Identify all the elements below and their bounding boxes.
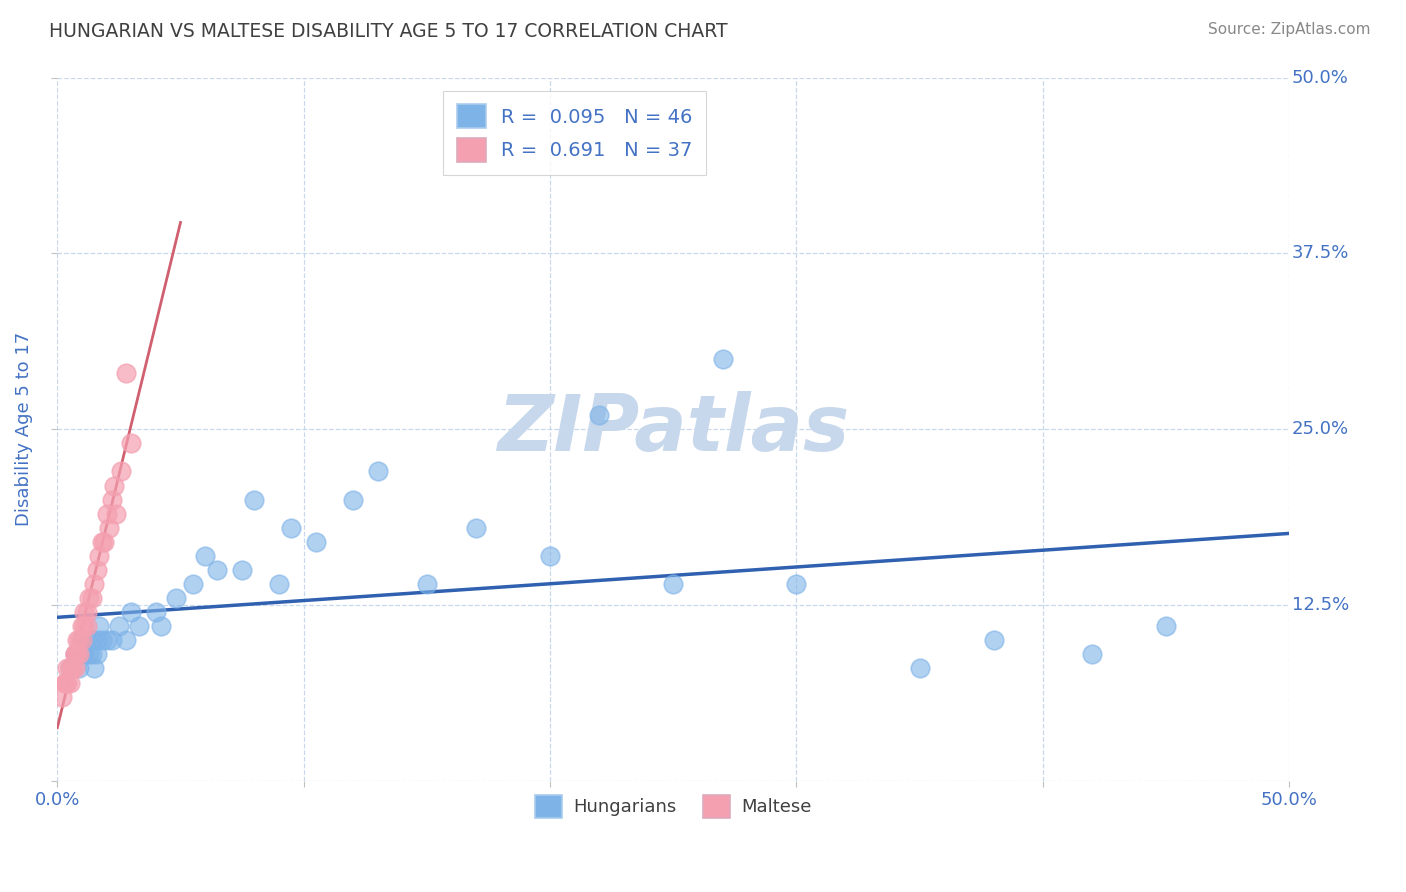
Point (1154, 619, 1177, 633)
Point (59, 675, 82, 690)
Point (73, 648, 96, 662)
Point (69, 633, 91, 648)
Point (367, 465, 389, 479)
Point (89, 549, 111, 563)
Y-axis label: Disability Age 5 to 17: Disability Age 5 to 17 (15, 332, 32, 526)
Text: 50.0%: 50.0% (1292, 69, 1348, 87)
Point (60, 661, 83, 675)
Point (56, 675, 79, 690)
Point (98, 521, 121, 535)
Text: Source: ZipAtlas.com: Source: ZipAtlas.com (1208, 22, 1371, 37)
Point (465, 521, 488, 535)
Text: ZIPatlas: ZIPatlas (498, 392, 849, 467)
Point (76, 605, 98, 619)
Point (165, 591, 187, 606)
Point (120, 605, 142, 619)
Point (538, 549, 561, 563)
Point (59, 661, 82, 675)
Point (305, 534, 328, 549)
Point (243, 492, 266, 507)
Point (181, 577, 204, 591)
Point (63, 648, 86, 662)
Point (63, 648, 86, 662)
Point (60, 661, 83, 675)
Point (231, 563, 253, 577)
Point (63, 661, 86, 675)
Point (66, 648, 89, 662)
Point (103, 478, 125, 492)
Point (96, 633, 118, 648)
Point (79, 648, 101, 662)
Point (86, 563, 108, 577)
Point (80, 648, 103, 662)
Point (69, 648, 91, 662)
Point (76, 633, 98, 648)
Point (1081, 648, 1104, 662)
Point (128, 619, 150, 633)
Legend: Hungarians, Maltese: Hungarians, Maltese (527, 789, 818, 825)
Point (66, 648, 89, 662)
Point (120, 436, 142, 450)
Point (280, 521, 302, 535)
Point (785, 577, 807, 591)
Point (70, 633, 93, 648)
Point (83, 661, 105, 675)
Point (86, 648, 108, 662)
Point (53, 675, 76, 690)
Point (110, 465, 132, 479)
Point (267, 577, 290, 591)
Point (89, 619, 111, 633)
Point (80, 633, 103, 648)
Point (51, 690, 73, 704)
Point (588, 408, 610, 422)
Text: 12.5%: 12.5% (1292, 596, 1348, 614)
Point (342, 492, 364, 507)
Point (115, 633, 138, 648)
Point (416, 577, 439, 591)
Point (149, 619, 172, 633)
Point (56, 661, 79, 675)
Point (145, 605, 167, 619)
Point (73, 605, 96, 619)
Point (70, 619, 93, 633)
Point (100, 492, 122, 507)
Point (90, 534, 112, 549)
Point (108, 619, 131, 633)
Point (662, 577, 685, 591)
Point (983, 633, 1005, 648)
Point (86, 633, 108, 648)
Point (66, 633, 89, 648)
Point (70, 633, 93, 648)
Point (105, 507, 128, 521)
Point (90, 633, 112, 648)
Point (73, 619, 96, 633)
Point (83, 577, 105, 591)
Point (76, 619, 98, 633)
Point (908, 661, 931, 675)
Point (100, 633, 122, 648)
Point (207, 563, 229, 577)
Point (53, 675, 76, 690)
Point (93, 534, 115, 549)
Point (79, 591, 101, 606)
Point (80, 591, 103, 606)
Point (63, 648, 86, 662)
Point (711, 351, 734, 366)
Point (59, 661, 82, 675)
Point (69, 661, 91, 675)
Point (96, 507, 118, 521)
Point (70, 648, 93, 662)
Point (115, 366, 138, 380)
Point (194, 549, 217, 563)
Text: 25.0%: 25.0% (1292, 420, 1348, 438)
Text: HUNGARIAN VS MALTESE DISABILITY AGE 5 TO 17 CORRELATION CHART: HUNGARIAN VS MALTESE DISABILITY AGE 5 TO… (49, 22, 728, 41)
Text: 37.5%: 37.5% (1292, 244, 1350, 262)
